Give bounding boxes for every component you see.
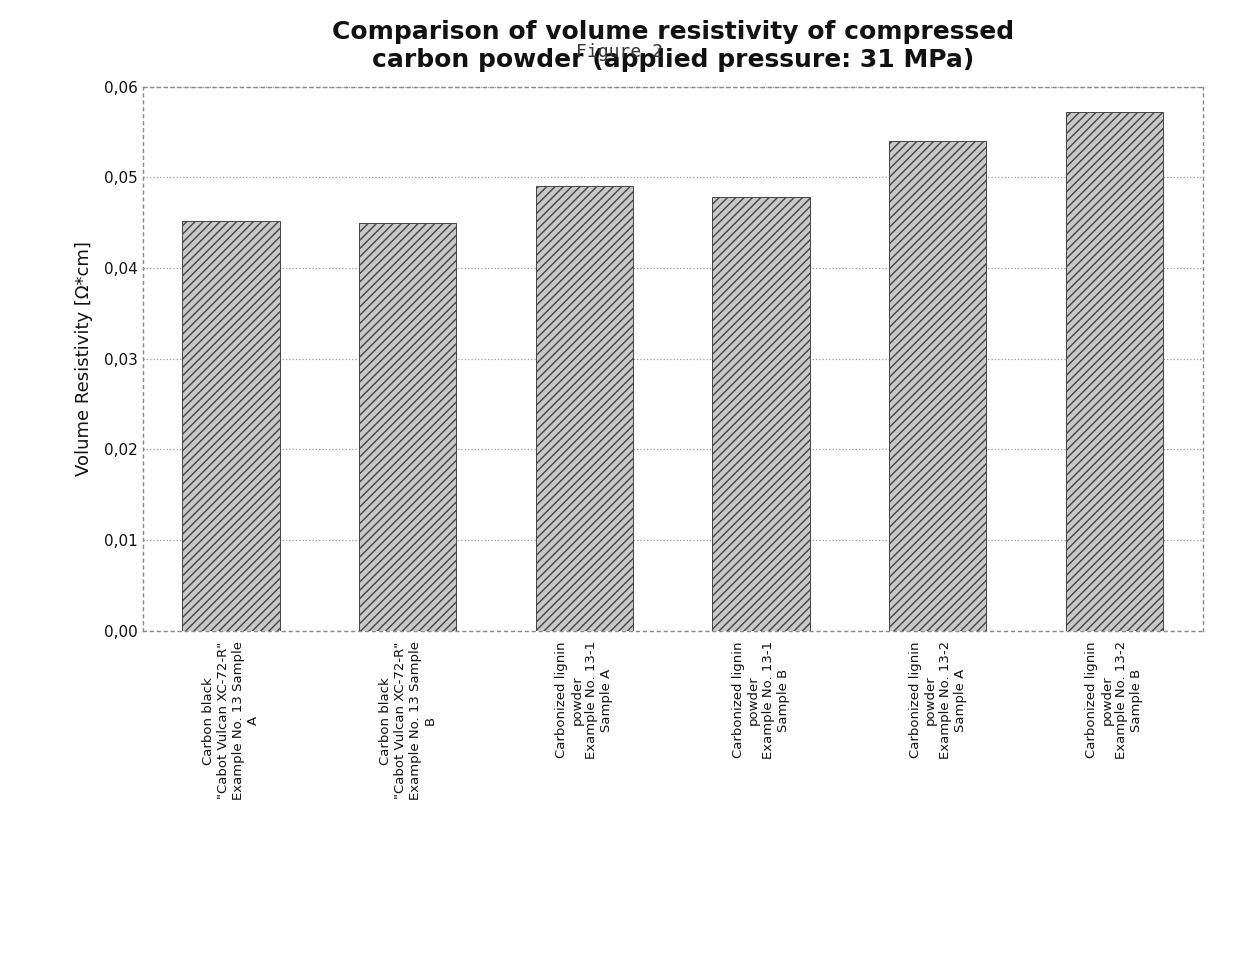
Text: Figure 2: Figure 2 [577,43,663,62]
Bar [889,141,986,631]
Bar [360,222,456,631]
Bar [536,187,632,631]
Title: Comparison of volume resistivity of compressed
carbon powder (applied pressure: : Comparison of volume resistivity of comp… [331,20,1014,72]
Bar [1066,112,1163,631]
Bar [713,197,810,631]
Y-axis label: Volume Resistivity [Ω*cm]: Volume Resistivity [Ω*cm] [74,242,93,476]
Bar [182,221,279,631]
